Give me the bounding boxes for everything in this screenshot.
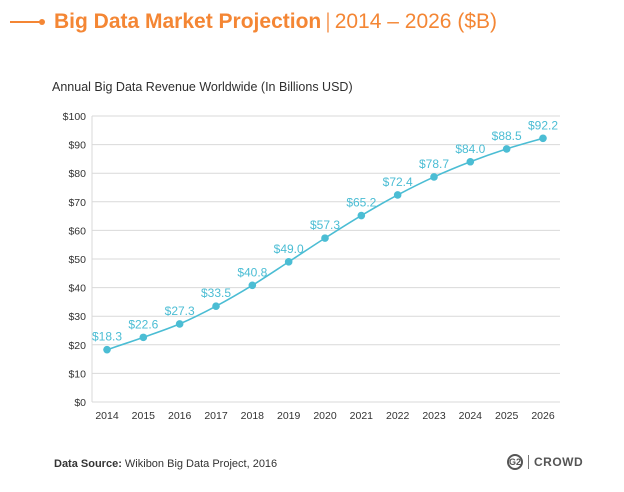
x-tick-label: 2017 — [204, 410, 228, 422]
x-tick-label: 2018 — [241, 410, 265, 422]
y-tick-label: $10 — [68, 368, 86, 380]
data-point — [393, 191, 402, 199]
data-label: $84.0 — [455, 142, 485, 156]
y-tick-label: $70 — [68, 197, 86, 209]
data-label: $72.4 — [383, 175, 413, 189]
data-point — [539, 134, 547, 143]
x-tick-label: 2021 — [350, 410, 374, 422]
y-tick-label: $60 — [68, 225, 86, 237]
x-tick-label: 2023 — [422, 410, 446, 422]
data-point — [502, 145, 511, 153]
data-label: $88.5 — [492, 129, 522, 143]
x-tick-label: 2019 — [277, 410, 301, 422]
logo-text: CROWD — [534, 455, 584, 469]
g2-crowd-logo: G2 CROWD — [507, 454, 583, 470]
y-tick-label: $90 — [68, 140, 86, 152]
data-point — [139, 333, 148, 342]
series-points — [103, 134, 547, 354]
data-label: $18.3 — [92, 330, 122, 344]
y-tick-label: $100 — [63, 111, 87, 123]
chart-title: Annual Big Data Revenue Worldwide (In Bi… — [52, 80, 353, 94]
source-text: Wikibon Big Data Project, 2016 — [124, 458, 278, 470]
data-label: $40.8 — [237, 265, 267, 279]
data-point — [466, 157, 475, 166]
data-source: Data Source: Wikibon Big Data Project, 2… — [54, 458, 277, 470]
grid-lines — [91, 115, 560, 403]
x-tick-label: 2026 — [531, 410, 555, 422]
y-tick-labels: $0 $10 $20 $30 $40 $50 $60 $70 $80 $90 $100 — [63, 111, 87, 409]
y-tick-label: $0 — [74, 397, 86, 409]
x-tick-label: 2016 — [168, 410, 192, 422]
source-label: Data Source: — [54, 458, 122, 470]
data-label: $57.3 — [310, 218, 340, 232]
x-tick-label: 2022 — [386, 410, 410, 422]
data-label: $49.0 — [274, 242, 304, 256]
y-tick-label: $20 — [68, 340, 86, 352]
y-tick-label: $30 — [68, 311, 86, 323]
x-tick-label: 2014 — [95, 410, 119, 422]
logo-divider — [528, 455, 529, 469]
x-tick-label: 2015 — [132, 410, 156, 422]
series-line-path — [106, 137, 544, 351]
data-point — [175, 320, 184, 328]
x-tick-label: 2025 — [495, 410, 519, 422]
data-point — [357, 211, 366, 220]
data-label: $22.6 — [128, 317, 158, 331]
data-label: $65.2 — [346, 196, 376, 210]
data-point — [248, 281, 257, 290]
header-accent-dot — [39, 19, 45, 25]
x-tick-labels: 2014 2015 2016 2017 2018 2019 2020 2021 2022 2023… — [95, 410, 555, 422]
data-point — [321, 234, 329, 242]
x-tick-label: 2024 — [459, 410, 483, 422]
series-line — [106, 137, 544, 351]
header: Big Data Market Projection | 2014 – 2026 (… — [10, 8, 497, 36]
x-tick-label: 2020 — [313, 410, 337, 422]
title-subtitle: 2014 – 2026 ($B) — [334, 10, 497, 33]
data-labels: $18.3 $22.6 $27.3 $33.5 $40.8 $49.0 $57.3 $65.2… — [92, 118, 558, 343]
y-tick-label: $80 — [68, 168, 86, 180]
data-point — [430, 173, 438, 181]
data-label: $78.7 — [419, 157, 449, 171]
y-tick-label: $50 — [68, 254, 86, 266]
page-title: Big Data Market Projection | 2014 – 2026 (… — [54, 10, 497, 34]
data-label: $33.5 — [201, 286, 231, 300]
data-point — [212, 302, 220, 310]
g2-logo-icon: G2 — [507, 454, 523, 470]
data-point — [284, 258, 293, 266]
title-main: Big Data Market Projection — [54, 10, 322, 33]
data-label: $27.3 — [165, 304, 195, 318]
data-point — [103, 345, 111, 354]
data-label: $92.2 — [528, 118, 558, 132]
header-accent-line — [10, 19, 45, 25]
y-tick-label: $40 — [68, 283, 86, 295]
title-separator: | — [325, 10, 331, 33]
